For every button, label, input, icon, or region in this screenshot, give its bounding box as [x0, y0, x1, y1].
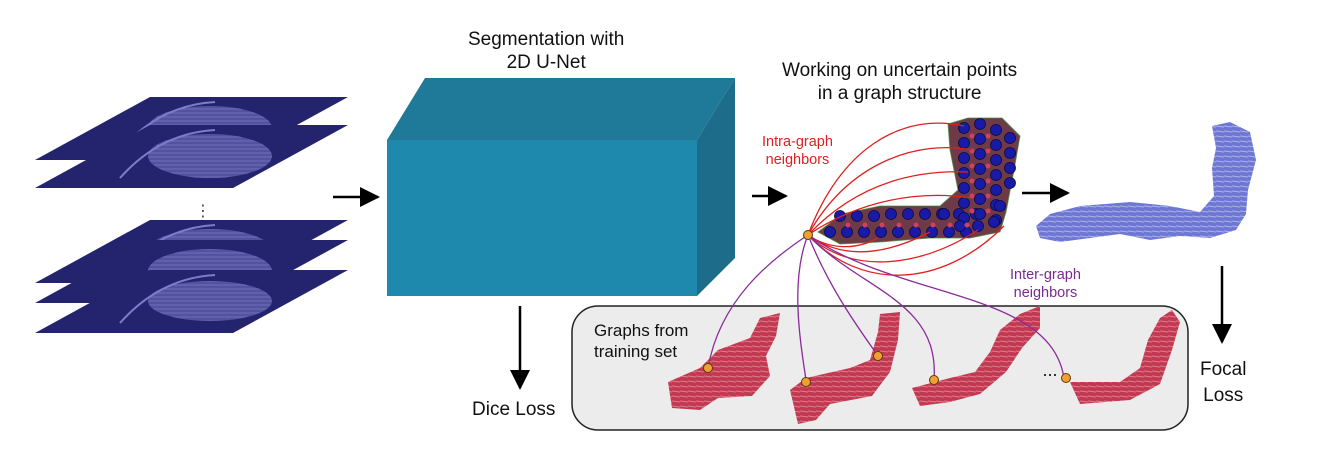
- unet-cube: [387, 78, 735, 296]
- graph-node: [969, 178, 975, 184]
- graph-node: [972, 220, 984, 232]
- graph-ellipsis: ...: [1042, 360, 1057, 380]
- graph-node: [938, 208, 950, 220]
- graph-node: [990, 124, 1002, 136]
- graph-node: [990, 154, 1002, 166]
- graph-node: [974, 133, 986, 145]
- focal-loss-label: Focal Loss: [1200, 359, 1247, 406]
- inter-graph-label: Inter-graph neighbors: [1010, 267, 1081, 301]
- graph-node: [974, 193, 986, 205]
- graph-node: [947, 222, 953, 228]
- graph-node: [875, 226, 887, 238]
- intra-graph-edges: [807, 122, 1005, 276]
- graph-node: [994, 200, 1006, 212]
- ct-slice-stack-top: [35, 97, 348, 188]
- graph-node: [885, 208, 897, 220]
- segmentation-title: Segmentation with 2D U-Net: [468, 29, 625, 73]
- training-match-nodes: [703, 351, 1071, 387]
- graph-node: [930, 222, 936, 228]
- graph-node: [958, 122, 970, 134]
- ct-slice: [35, 270, 348, 333]
- graph-node: [834, 210, 846, 222]
- graph-node: [985, 178, 991, 184]
- training-graph: [1070, 310, 1180, 404]
- graph-node: [896, 222, 902, 228]
- graph-node: [985, 148, 991, 154]
- training-set-label: Graphs from training set: [594, 321, 689, 361]
- inter-graph-edges: [707, 234, 1065, 381]
- graph-node: [974, 163, 986, 175]
- graph-node: [958, 197, 970, 209]
- graph-node: [969, 133, 975, 139]
- graph-node: [845, 222, 851, 228]
- uncertain-points-graph: [817, 117, 1021, 245]
- graph-node: [879, 222, 885, 228]
- graph-node: [974, 208, 986, 220]
- graph-node: [913, 222, 919, 228]
- graph-node: [985, 193, 991, 199]
- graph-node: [958, 152, 970, 164]
- graph-title: Working on uncertain points in a graph s…: [782, 60, 1018, 104]
- graph-node: [1004, 177, 1016, 189]
- graph-node: [964, 222, 970, 228]
- ct-slice: [35, 125, 348, 188]
- graph-node: [841, 226, 853, 238]
- graph-node: [858, 226, 870, 238]
- slice-ellipsis: ⋮: [195, 203, 211, 220]
- graph-node: [851, 210, 863, 222]
- graph-node: [909, 226, 921, 238]
- graph-node: [824, 226, 836, 238]
- graph-node: [958, 182, 970, 194]
- graph-node: [985, 133, 991, 139]
- graph-node: [988, 216, 1000, 228]
- graph-node: [990, 139, 1002, 151]
- graph-node: [1004, 132, 1016, 144]
- graph-node: [969, 208, 975, 214]
- dice-loss-label: Dice Loss: [472, 399, 556, 420]
- graph-node: [958, 167, 970, 179]
- graph-node: [943, 226, 955, 238]
- training-graph: [790, 312, 900, 424]
- graph-node: [974, 118, 986, 130]
- graph-node: [974, 148, 986, 160]
- graph-node: [868, 210, 880, 222]
- graph-node: [969, 163, 975, 169]
- graph-node: [1004, 162, 1016, 174]
- training-graph: [912, 306, 1040, 406]
- refined-segmentation: [1036, 122, 1256, 242]
- graph-node: [919, 208, 931, 220]
- graph-node: [954, 220, 966, 232]
- graph-node: [990, 169, 1002, 181]
- graph-node: [985, 163, 991, 169]
- intra-graph-label: Intra-graph neighbors: [762, 134, 833, 168]
- graph-node: [990, 184, 1002, 196]
- training-graph: [668, 313, 780, 410]
- graph-node: [958, 137, 970, 149]
- graph-node: [902, 208, 914, 220]
- ct-slice-stack-bottom: [35, 220, 348, 333]
- uncertain-point-node: [803, 230, 813, 240]
- graph-node: [926, 226, 938, 238]
- graph-node: [969, 193, 975, 199]
- graph-node: [1004, 147, 1016, 159]
- graph-node: [974, 178, 986, 190]
- graph-node: [862, 222, 868, 228]
- graph-node: [985, 208, 991, 214]
- graph-node: [892, 226, 904, 238]
